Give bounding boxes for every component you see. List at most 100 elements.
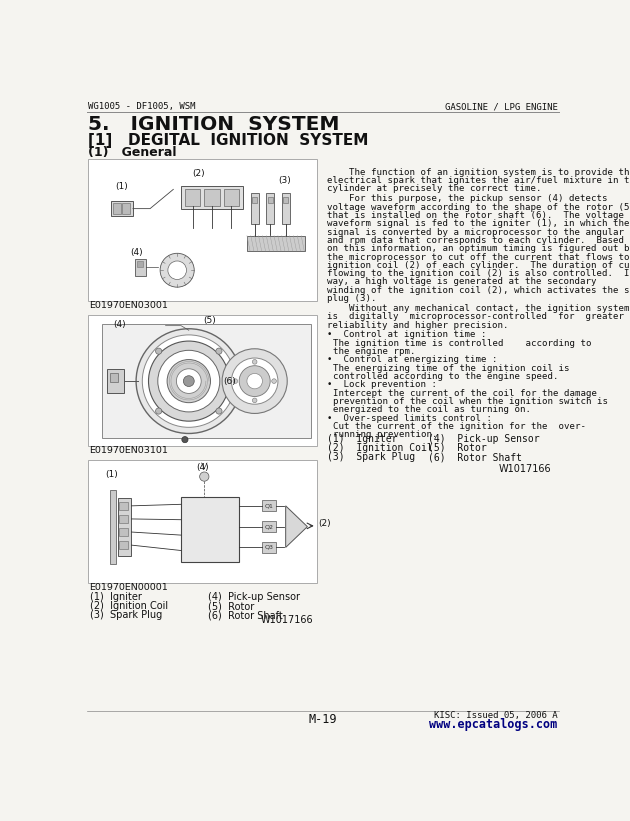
Circle shape xyxy=(156,408,162,414)
Text: controlled according to the engine speed.: controlled according to the engine speed… xyxy=(333,372,558,381)
Text: (4)  Pick-up Sensor: (4) Pick-up Sensor xyxy=(208,592,300,602)
Text: (6)  Rotor Shaft: (6) Rotor Shaft xyxy=(428,452,522,462)
Text: energized to the coil as turning on.: energized to the coil as turning on. xyxy=(333,406,531,415)
Bar xyxy=(119,541,129,549)
Text: on this information, an optimum timing is figured out by: on this information, an optimum timing i… xyxy=(327,244,630,253)
Text: ignition coil (2) of each cylinder.  The duration of current: ignition coil (2) of each cylinder. The … xyxy=(327,261,630,270)
Text: WG1005 - DF1005, WSM: WG1005 - DF1005, WSM xyxy=(88,103,195,112)
Text: (3)  Spark Plug: (3) Spark Plug xyxy=(89,610,162,621)
Text: (4): (4) xyxy=(113,320,126,329)
Bar xyxy=(102,324,311,438)
Text: (1)   General: (1) General xyxy=(88,146,176,159)
Bar xyxy=(118,498,132,556)
Bar xyxy=(185,189,200,205)
Bar xyxy=(284,197,288,204)
Text: (2): (2) xyxy=(318,519,331,528)
Bar xyxy=(108,369,125,393)
Text: (2): (2) xyxy=(193,168,205,177)
Text: Cut the current of the ignition for the  over-: Cut the current of the ignition for the … xyxy=(333,422,586,431)
Text: KISC: Issued 05, 2006 A: KISC: Issued 05, 2006 A xyxy=(434,711,558,720)
Text: flowing to the ignition coil (2) is also controlled.  In this: flowing to the ignition coil (2) is also… xyxy=(327,269,630,278)
Bar xyxy=(263,542,277,553)
Bar xyxy=(251,193,258,224)
Bar xyxy=(247,236,305,251)
Bar xyxy=(266,193,274,224)
Text: The ignition time is controlled    according to: The ignition time is controlled accordin… xyxy=(333,339,592,348)
Circle shape xyxy=(233,378,238,383)
Circle shape xyxy=(160,254,194,287)
Text: (6)  Rotor Shaft: (6) Rotor Shaft xyxy=(208,610,283,621)
Circle shape xyxy=(200,472,209,481)
Bar xyxy=(119,515,129,523)
Bar xyxy=(263,501,277,511)
Circle shape xyxy=(253,360,257,365)
Text: 5.   IGNITION  SYSTEM: 5. IGNITION SYSTEM xyxy=(88,115,340,134)
Text: E01970EN00001: E01970EN00001 xyxy=(89,583,168,592)
Polygon shape xyxy=(285,506,307,548)
Text: is  digitally  microprocessor-controlled  for  greater: is digitally microprocessor-controlled f… xyxy=(327,312,624,321)
Bar xyxy=(135,259,146,276)
Circle shape xyxy=(158,351,220,412)
Bar xyxy=(282,193,290,224)
Text: cylinder at precisely the correct time.: cylinder at precisely the correct time. xyxy=(327,185,541,194)
Text: (1): (1) xyxy=(105,470,118,479)
Text: (2)  Ignition Coil: (2) Ignition Coil xyxy=(89,601,168,611)
Text: www.epcatalogs.com: www.epcatalogs.com xyxy=(430,718,558,731)
Bar xyxy=(88,460,317,583)
Text: voltage waveform according to the shape of the rotor (5): voltage waveform according to the shape … xyxy=(327,203,630,212)
Text: that is installed on the rotor shaft (6).  The voltage: that is installed on the rotor shaft (6)… xyxy=(327,211,624,220)
Text: prevention of the coil when the ignition switch is: prevention of the coil when the ignition… xyxy=(333,397,608,406)
Circle shape xyxy=(168,261,186,279)
Circle shape xyxy=(272,378,277,383)
Text: Intercept the current of the coil for the damage: Intercept the current of the coil for th… xyxy=(333,388,597,397)
Text: GASOLINE / LPG ENGINE: GASOLINE / LPG ENGINE xyxy=(445,103,558,112)
Text: running prevention.: running prevention. xyxy=(333,430,437,439)
Text: plug (3).: plug (3). xyxy=(327,294,376,303)
Text: •  Control at energizing time :: • Control at energizing time : xyxy=(327,355,497,365)
Text: [1]   DEGITAL  IGNITION  SYSTEM: [1] DEGITAL IGNITION SYSTEM xyxy=(88,133,369,148)
Text: (4)  Pick-up Sensor: (4) Pick-up Sensor xyxy=(428,433,539,443)
Text: way, a high voltage is generated at the secondary: way, a high voltage is generated at the … xyxy=(327,277,596,287)
Circle shape xyxy=(239,365,270,397)
Text: E01970EN03001: E01970EN03001 xyxy=(89,301,168,310)
Text: W1017166: W1017166 xyxy=(499,465,551,475)
Text: Without any mechanical contact, the ignition system: Without any mechanical contact, the igni… xyxy=(327,304,629,313)
Circle shape xyxy=(216,348,222,354)
Text: (4): (4) xyxy=(197,463,209,471)
Bar xyxy=(110,373,118,382)
Text: (1): (1) xyxy=(115,182,128,191)
Circle shape xyxy=(176,369,201,393)
Circle shape xyxy=(149,341,229,421)
Text: Q3: Q3 xyxy=(265,545,274,550)
Bar xyxy=(263,521,277,532)
Bar xyxy=(113,204,120,214)
Text: the microprocessor to cut off the current that flows to the: the microprocessor to cut off the curren… xyxy=(327,253,630,262)
Bar xyxy=(224,189,239,205)
Text: (5)  Rotor: (5) Rotor xyxy=(428,443,486,453)
Bar xyxy=(181,186,243,209)
Text: (6): (6) xyxy=(224,377,236,386)
Text: electrical spark that ignites the air/fuel mixture in the: electrical spark that ignites the air/fu… xyxy=(327,177,630,186)
Bar xyxy=(88,158,317,301)
Text: (2)  Ignition Coil: (2) Ignition Coil xyxy=(327,443,433,453)
Text: (5): (5) xyxy=(203,315,215,324)
Bar xyxy=(181,497,239,562)
Text: •  Control at ignition time :: • Control at ignition time : xyxy=(327,330,486,339)
Circle shape xyxy=(253,398,257,402)
Text: (4): (4) xyxy=(130,248,143,257)
Bar xyxy=(204,189,220,205)
Text: •  Over-speed limits control :: • Over-speed limits control : xyxy=(327,414,492,423)
Text: and rpm data that corresponds to each cylinder.  Based: and rpm data that corresponds to each cy… xyxy=(327,236,624,245)
Circle shape xyxy=(216,408,222,414)
Text: (3)  Spark Plug: (3) Spark Plug xyxy=(327,452,415,462)
Circle shape xyxy=(156,348,162,354)
Circle shape xyxy=(183,376,194,387)
Bar xyxy=(253,197,257,204)
Text: (5)  Rotor: (5) Rotor xyxy=(208,601,255,611)
Text: Q2: Q2 xyxy=(265,524,274,530)
Text: Q1: Q1 xyxy=(265,503,274,508)
Text: The energizing time of the ignition coil is: The energizing time of the ignition coil… xyxy=(333,364,570,373)
Text: (3): (3) xyxy=(278,177,290,186)
Text: the engine rpm.: the engine rpm. xyxy=(333,347,415,356)
Bar xyxy=(88,315,317,446)
